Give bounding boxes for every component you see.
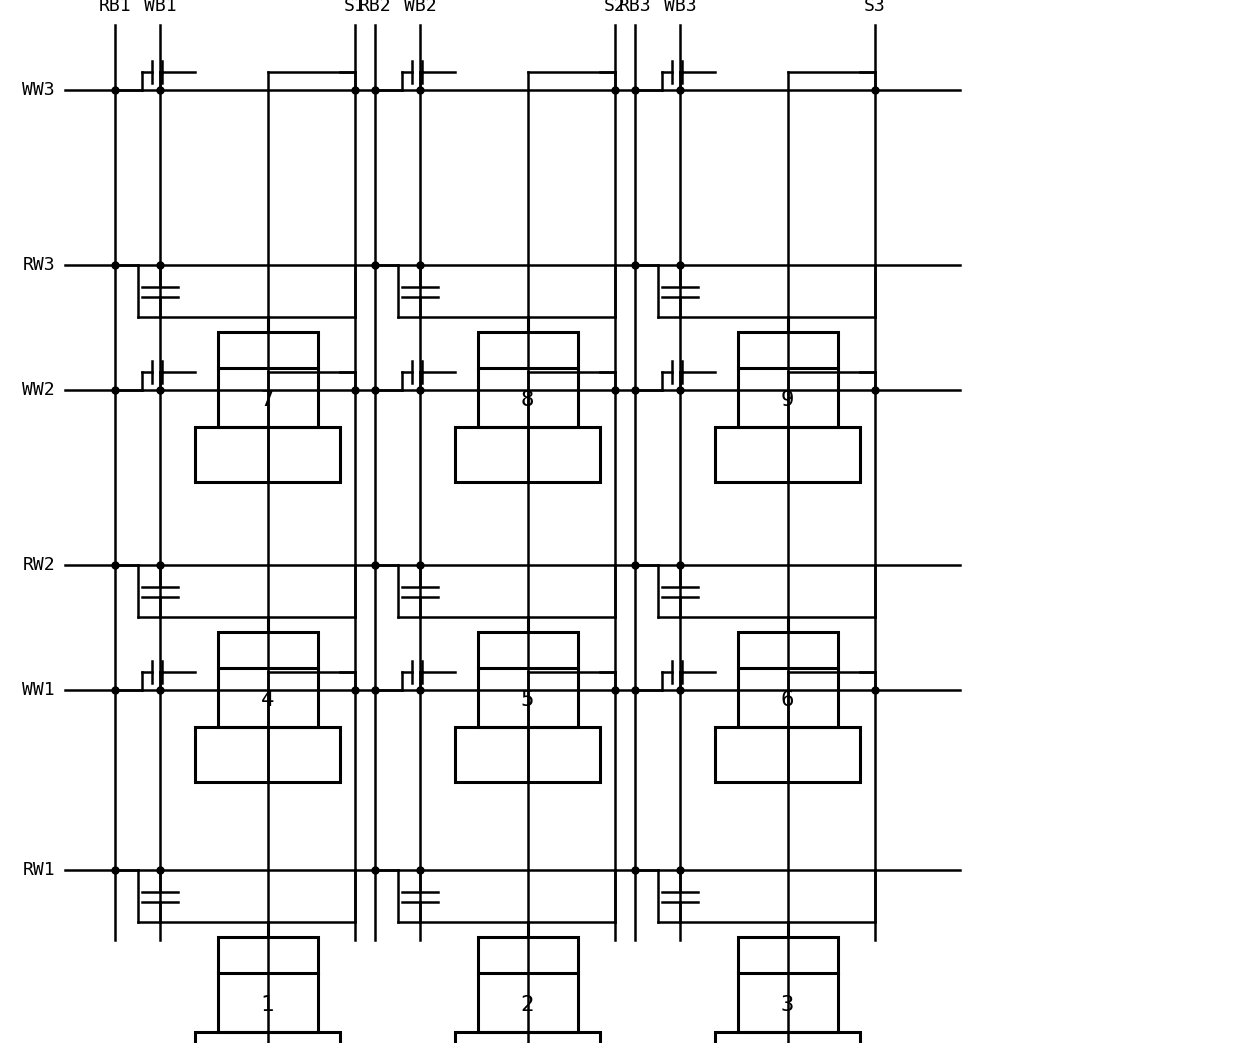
Text: 4: 4 [260, 690, 274, 710]
Text: WB2: WB2 [404, 0, 436, 15]
Text: 5: 5 [521, 690, 534, 710]
Text: WW3: WW3 [22, 81, 55, 99]
Text: S1: S1 [345, 0, 366, 15]
Text: S3: S3 [864, 0, 885, 15]
Text: RW1: RW1 [22, 862, 55, 879]
Bar [738, 632, 837, 727]
Text: RB3: RB3 [619, 0, 651, 15]
Bar [217, 332, 317, 427]
Text: 7: 7 [260, 390, 274, 410]
Text: RW2: RW2 [22, 556, 55, 574]
Text: RB2: RB2 [358, 0, 392, 15]
Bar [738, 332, 837, 427]
Bar [715, 727, 861, 782]
Text: RW3: RW3 [22, 256, 55, 274]
Bar [217, 937, 317, 1032]
Text: 9: 9 [781, 390, 794, 410]
Text: 3: 3 [781, 995, 794, 1016]
Text: WW1: WW1 [22, 681, 55, 699]
Text: 2: 2 [521, 995, 534, 1016]
Bar [455, 1032, 600, 1043]
Text: 1: 1 [260, 995, 274, 1016]
Bar [195, 727, 340, 782]
Text: 8: 8 [521, 390, 534, 410]
Bar [477, 632, 578, 727]
Bar [477, 937, 578, 1032]
Bar [455, 427, 600, 482]
Bar [715, 427, 861, 482]
Text: WW2: WW2 [22, 381, 55, 399]
Text: WB1: WB1 [144, 0, 176, 15]
Bar [195, 427, 340, 482]
Text: RB1: RB1 [99, 0, 131, 15]
Bar [477, 332, 578, 427]
Text: WB3: WB3 [663, 0, 697, 15]
Bar [195, 1032, 340, 1043]
Text: S2: S2 [604, 0, 626, 15]
Bar [217, 632, 317, 727]
Bar [455, 727, 600, 782]
Bar [738, 937, 837, 1032]
Bar [715, 1032, 861, 1043]
Text: 6: 6 [781, 690, 794, 710]
